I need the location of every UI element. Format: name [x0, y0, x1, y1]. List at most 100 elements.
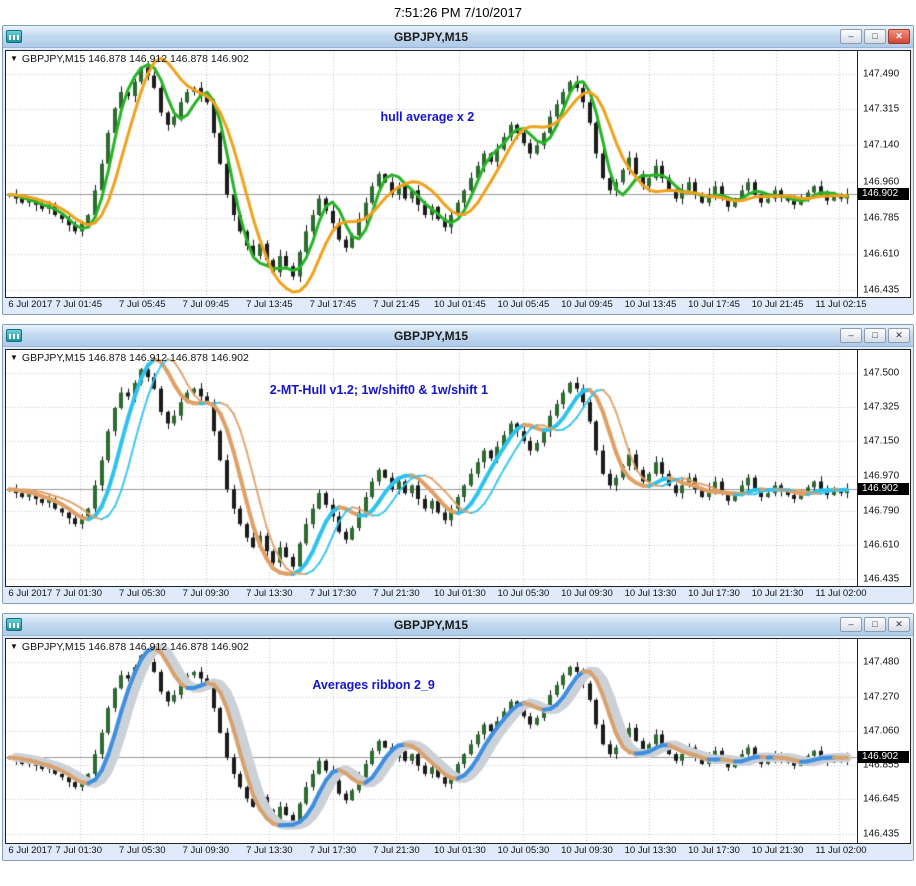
- y-axis-tick: 146.785: [863, 212, 900, 224]
- x-axis-tick: 7 Jul 09:30: [182, 845, 230, 856]
- minimize-button[interactable]: –: [840, 29, 862, 44]
- chart-area: ▼ GBPJPY,M15 146.878 146.912 146.878 146…: [5, 638, 911, 844]
- chart-body: ▼ GBPJPY,M15 146.878 146.912 146.878 146…: [3, 48, 913, 314]
- x-axis-tick: 7 Jul 17:30: [309, 588, 357, 599]
- chart-annotation: Averages ribbon 2_9: [312, 677, 435, 692]
- chart-body: ▼ GBPJPY,M15 146.878 146.912 146.878 146…: [3, 636, 913, 860]
- y-axis-tick: 147.480: [863, 656, 900, 668]
- x-axis-tick: 10 Jul 13:45: [624, 299, 677, 310]
- chart-window-1: GBPJPY,M15 – □ ✕ ▼ GBPJPY,M15 146.878 14…: [2, 25, 914, 315]
- candlestick-chart[interactable]: [6, 350, 857, 586]
- chart-annotation: hull average x 2: [380, 110, 475, 125]
- candlestick-chart[interactable]: [6, 639, 857, 843]
- x-axis-tick: 6 Jul 2017: [8, 588, 53, 599]
- window-titlebar[interactable]: GBPJPY,M15 – □ ✕: [3, 26, 913, 48]
- y-axis-tick: 146.970: [863, 470, 900, 482]
- x-axis-tick: 7 Jul 21:45: [373, 299, 420, 310]
- window-titlebar[interactable]: GBPJPY,M15 – □ ✕: [3, 325, 913, 347]
- minimize-button[interactable]: –: [840, 617, 862, 632]
- y-axis-tick: 147.315: [863, 103, 900, 115]
- chart-window-3: GBPJPY,M15 – □ ✕ ▼ GBPJPY,M15 146.878 14…: [2, 613, 914, 861]
- x-axis-tick: 10 Jul 09:30: [561, 845, 613, 856]
- y-axis-tick: 146.960: [863, 176, 900, 188]
- y-axis-tick: 146.610: [863, 539, 900, 551]
- x-axis-tick: 10 Jul 05:45: [497, 299, 550, 310]
- maximize-button[interactable]: □: [864, 328, 886, 343]
- minimize-button[interactable]: –: [840, 328, 862, 343]
- symbol-ohlc-text: GBPJPY,M15 146.878 146.912 146.878 146.9…: [21, 352, 249, 364]
- close-button[interactable]: ✕: [888, 29, 910, 44]
- x-axis-tick: 7 Jul 09:30: [182, 588, 230, 599]
- x-axis-tick: 10 Jul 01:30: [434, 588, 486, 599]
- chart-body: ▼ GBPJPY,M15 146.878 146.912 146.878 146…: [3, 347, 913, 603]
- symbol-ohlc-header: ▼ GBPJPY,M15 146.878 146.912 146.878 146…: [10, 53, 249, 65]
- maximize-button[interactable]: □: [864, 617, 886, 632]
- symbol-dropdown-caret[interactable]: ▼: [10, 353, 18, 362]
- window-titlebar[interactable]: GBPJPY,M15 – □ ✕: [3, 614, 913, 636]
- chart-window-icon: [6, 30, 22, 43]
- y-axis-tick: 146.645: [863, 793, 900, 805]
- window-controls: – □ ✕: [840, 29, 910, 44]
- x-axis-tick: 10 Jul 21:45: [751, 299, 804, 310]
- x-axis-tick: 10 Jul 09:30: [561, 588, 613, 599]
- close-button[interactable]: ✕: [888, 617, 910, 632]
- window-controls: – □ ✕: [840, 328, 910, 343]
- y-axis-tick: 147.060: [863, 725, 900, 737]
- chart-window-icon: [6, 618, 22, 631]
- time-scale[interactable]: 6 Jul 2017 7 Jul 01:30 7 Jul 05:30 7 Jul 09…: [5, 587, 866, 602]
- chart-area: ▼ GBPJPY,M15 146.878 146.912 146.878 146…: [5, 349, 911, 587]
- y-axis-tick: 146.435: [863, 573, 900, 585]
- x-axis-tick: 7 Jul 21:30: [373, 588, 420, 599]
- symbol-ohlc-header: ▼ GBPJPY,M15 146.878 146.912 146.878 146…: [10, 352, 249, 364]
- x-axis-tick: 7 Jul 05:30: [119, 588, 166, 599]
- y-axis-tick: 147.270: [863, 691, 900, 703]
- candlestick-chart[interactable]: [6, 51, 857, 297]
- x-axis-tick: 10 Jul 21:30: [751, 845, 804, 856]
- price-scale[interactable]: 147.500 147.325 147.150 146.970 146.790 146.6…: [858, 350, 910, 586]
- x-axis-tick: 7 Jul 05:30: [119, 845, 166, 856]
- y-axis-tick: 147.490: [863, 68, 900, 80]
- price-scale[interactable]: 147.490 147.315 147.140 146.960 146.785 146.6…: [858, 51, 910, 297]
- window-title: GBPJPY,M15: [393, 617, 469, 632]
- symbol-dropdown-caret[interactable]: ▼: [10, 642, 18, 651]
- chart-window-2: GBPJPY,M15 – □ ✕ ▼ GBPJPY,M15 146.878 14…: [2, 324, 914, 604]
- x-axis-tick: 10 Jul 17:30: [688, 845, 740, 856]
- system-clock: 7:51:26 PM 7/10/2017: [394, 5, 522, 20]
- x-axis-tick: 7 Jul 13:45: [246, 299, 293, 310]
- time-scale[interactable]: 6 Jul 2017 7 Jul 01:45 7 Jul 05:45 7 Jul 09…: [5, 298, 866, 313]
- x-axis-tick: 10 Jul 17:30: [688, 588, 740, 599]
- plot-region: ▼ GBPJPY,M15 146.878 146.912 146.878 146…: [6, 51, 858, 297]
- x-axis-tick: 7 Jul 17:45: [309, 299, 357, 310]
- x-axis-tick: 7 Jul 01:30: [55, 588, 103, 599]
- y-axis-tick: 147.325: [863, 401, 900, 413]
- x-axis-tick: 10 Jul 13:30: [624, 588, 677, 599]
- window-title: GBPJPY,M15: [393, 29, 469, 44]
- x-axis-tick: 7 Jul 17:30: [309, 845, 357, 856]
- current-price-box: 146.902: [858, 188, 909, 201]
- x-axis-tick: 11 Jul 02:00: [815, 845, 867, 856]
- x-axis-tick: 10 Jul 13:30: [624, 845, 677, 856]
- y-axis-tick: 146.435: [863, 284, 900, 296]
- x-axis-tick: 11 Jul 02:00: [815, 588, 867, 599]
- maximize-button[interactable]: □: [864, 29, 886, 44]
- x-axis-tick: 10 Jul 05:30: [497, 845, 550, 856]
- y-axis-tick: 146.790: [863, 505, 900, 517]
- x-axis-tick: 7 Jul 01:30: [55, 845, 103, 856]
- price-scale[interactable]: 147.480 147.270 147.060 146.855 146.645 146.4…: [858, 639, 910, 843]
- window-controls: – □ ✕: [840, 617, 910, 632]
- current-price-box: 146.902: [858, 751, 909, 764]
- time-scale[interactable]: 6 Jul 2017 7 Jul 01:30 7 Jul 05:30 7 Jul 09…: [5, 844, 866, 859]
- symbol-ohlc-text: GBPJPY,M15 146.878 146.912 146.878 146.9…: [21, 53, 249, 65]
- current-price-box: 146.902: [858, 482, 909, 495]
- y-axis-tick: 146.610: [863, 248, 900, 260]
- close-button[interactable]: ✕: [888, 328, 910, 343]
- x-axis-tick: 7 Jul 01:45: [55, 299, 103, 310]
- x-axis-tick: 7 Jul 05:45: [119, 299, 166, 310]
- symbol-ohlc-text: GBPJPY,M15 146.878 146.912 146.878 146.9…: [21, 641, 249, 653]
- window-title: GBPJPY,M15: [393, 328, 469, 343]
- x-axis-tick: 10 Jul 01:30: [434, 845, 486, 856]
- symbol-dropdown-caret[interactable]: ▼: [10, 54, 18, 63]
- x-axis-tick: 10 Jul 01:45: [434, 299, 486, 310]
- x-axis-tick: 11 Jul 02:15: [815, 299, 867, 310]
- x-axis-tick: 10 Jul 21:30: [751, 588, 804, 599]
